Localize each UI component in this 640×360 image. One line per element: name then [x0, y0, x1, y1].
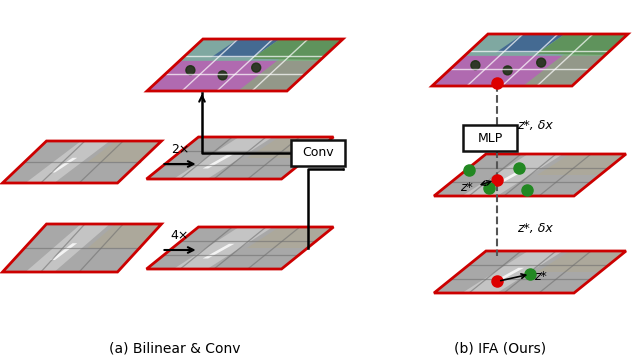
Polygon shape [247, 137, 333, 158]
Polygon shape [434, 154, 626, 196]
Text: z*: z* [534, 270, 547, 283]
Polygon shape [179, 39, 343, 61]
Polygon shape [26, 224, 109, 272]
Polygon shape [537, 34, 628, 55]
Polygon shape [497, 34, 565, 52]
Polygon shape [203, 154, 234, 168]
Text: (b) IFA (Ours): (b) IFA (Ours) [454, 341, 546, 355]
Text: z*, δx: z*, δx [517, 118, 553, 131]
Polygon shape [462, 154, 563, 196]
Polygon shape [51, 158, 77, 172]
Text: z*: z* [460, 180, 473, 194]
FancyBboxPatch shape [291, 140, 345, 166]
Polygon shape [492, 171, 524, 185]
Polygon shape [434, 251, 626, 293]
Polygon shape [247, 227, 333, 248]
Polygon shape [3, 224, 161, 272]
Circle shape [218, 71, 227, 80]
Text: 4×: 4× [171, 229, 189, 242]
Polygon shape [523, 54, 607, 86]
Polygon shape [147, 227, 333, 269]
Polygon shape [147, 137, 333, 179]
Polygon shape [173, 137, 273, 179]
Polygon shape [252, 39, 343, 60]
Polygon shape [173, 227, 273, 269]
Polygon shape [203, 244, 234, 258]
Polygon shape [492, 268, 524, 283]
Polygon shape [3, 141, 161, 183]
Text: (a) Bilinear & Conv: (a) Bilinear & Conv [109, 341, 241, 355]
Polygon shape [432, 34, 628, 86]
Text: Conv: Conv [302, 147, 334, 159]
FancyBboxPatch shape [463, 125, 517, 151]
Polygon shape [147, 39, 343, 91]
Polygon shape [537, 251, 626, 272]
Text: 2×: 2× [171, 143, 189, 156]
Text: z*, δx: z*, δx [517, 222, 553, 235]
Polygon shape [211, 39, 280, 57]
Text: MLP: MLP [477, 131, 502, 144]
Circle shape [186, 66, 195, 75]
Polygon shape [88, 224, 161, 248]
Polygon shape [26, 141, 109, 183]
Polygon shape [462, 251, 563, 293]
Polygon shape [465, 34, 628, 56]
Polygon shape [238, 59, 322, 91]
Polygon shape [88, 141, 161, 162]
Circle shape [537, 58, 546, 67]
Polygon shape [537, 154, 626, 175]
Circle shape [503, 66, 512, 75]
Circle shape [471, 61, 480, 70]
Circle shape [252, 63, 260, 72]
Polygon shape [51, 243, 77, 260]
